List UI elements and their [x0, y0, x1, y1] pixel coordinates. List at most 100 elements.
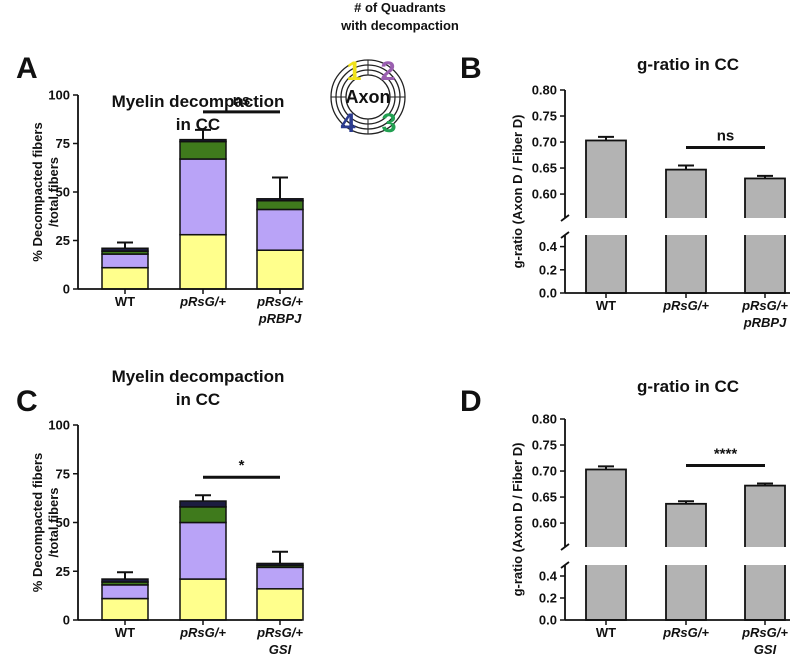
y-tick-label: 100: [48, 88, 70, 103]
y-tick-label: 0.2: [539, 262, 557, 277]
chart-panel: A 0 25 50 75 100 ns: [16, 52, 304, 297]
bar-segment: [256, 198, 304, 202]
bar-segment: [179, 140, 227, 160]
y-tick-label: 0.70: [532, 135, 557, 150]
axis-break-gap: [557, 218, 792, 235]
chart-title: g-ratio in CC: [637, 377, 739, 396]
bar-segment: [179, 506, 227, 524]
panel-letter: B: [460, 52, 482, 85]
y-tick-label: 75: [56, 136, 70, 151]
quadrant-diagram: [330, 59, 406, 135]
significance-label: ****: [714, 446, 738, 463]
error-bar: [117, 571, 133, 580]
error-bar: [272, 176, 288, 199]
x-tick-label: pRsG/+: [662, 298, 709, 313]
bar-segment: [101, 584, 149, 600]
axis-break-gap: [557, 547, 792, 565]
x-tick-label: WT: [596, 625, 616, 640]
y-tick-label: 0.0: [539, 613, 557, 628]
y-tick-label: 0.0: [539, 286, 557, 301]
bar-segment: [256, 249, 304, 290]
key-number: 2: [380, 56, 395, 86]
y-tick-label: 50: [56, 515, 70, 530]
y-axis-label: % Decompacted fibers/total fibers: [30, 453, 61, 592]
error-bar: [598, 465, 614, 470]
y-tick-label: 25: [56, 564, 70, 579]
bar-segment: [179, 500, 227, 508]
bar-segment: [101, 578, 149, 583]
significance-label: ns: [717, 127, 735, 144]
x-tick-label: WT: [115, 294, 135, 309]
chart-title: Myelin decompaction in CC: [112, 367, 285, 409]
bar-segment: [179, 158, 227, 236]
y-tick-label: 0.80: [532, 412, 557, 427]
bar: [744, 177, 786, 294]
y-tick-label: 0: [63, 282, 70, 297]
x-tick-label: WT: [596, 298, 616, 313]
error-bar: [757, 174, 773, 179]
key-number: 4: [340, 108, 355, 138]
panel-letter: A: [16, 52, 38, 85]
significance-label: ns: [233, 92, 251, 109]
y-axis: [560, 419, 570, 620]
y-tick-label: 0.75: [532, 109, 557, 124]
error-bar: [757, 482, 773, 486]
error-bar: [195, 494, 211, 502]
y-tick-label: 0.65: [532, 490, 557, 505]
error-bar: [117, 241, 133, 249]
bar-segment: [256, 562, 304, 567]
y-axis-label: % Decompacted fibers/total fibers: [30, 122, 61, 261]
bar-segment: [179, 233, 227, 290]
panel-letter: C: [16, 385, 38, 418]
y-tick-label: 0.65: [532, 161, 557, 176]
significance-label: *: [239, 457, 245, 474]
chart-title: g-ratio in CC: [637, 55, 739, 74]
chart-title: Myelin decompaction in CC: [112, 92, 285, 134]
x-tick-label: pRsG/+ GSI: [256, 625, 303, 657]
bar-segment: [179, 521, 227, 580]
key-number: 1: [346, 56, 361, 86]
key-title: # of Quadrants with decompaction: [340, 0, 459, 33]
x-tick-label: pRsG/+: [179, 294, 226, 309]
y-tick-label: 0.60: [532, 187, 557, 202]
x-tick-label: pRsG/+ GSI: [741, 625, 788, 657]
error-bar: [678, 164, 694, 170]
bar: [585, 468, 627, 621]
chart-panel: D 0.0 0.2 0.4 0.60 0.65 0.70 0.75 0.80 ****: [460, 385, 792, 628]
y-tick-label: 0: [63, 613, 70, 628]
y-tick-label: 100: [48, 418, 70, 433]
bar-segment: [101, 266, 149, 290]
x-tick-label: pRsG/+ pRBPJ: [741, 298, 788, 330]
y-axis-label: g-ratio (Axon D / Fiber D): [510, 443, 525, 597]
y-axis-label: g-ratio (Axon D / Fiber D): [510, 115, 525, 269]
error-bar: [272, 550, 288, 564]
x-tick-label: pRsG/+: [179, 625, 226, 640]
bar-segment: [256, 588, 304, 621]
error-bar: [195, 128, 211, 140]
x-tick-label: WT: [115, 625, 135, 640]
error-bar: [598, 135, 614, 141]
chart-panel: C 0 25 50 75 100 *: [16, 385, 304, 628]
bar-segment: [101, 597, 149, 621]
bar-segment: [101, 247, 149, 252]
y-tick-label: 50: [56, 185, 70, 200]
key-number: 3: [381, 108, 396, 138]
y-tick-label: 0.70: [532, 464, 557, 479]
panel-letter: D: [460, 385, 482, 418]
bar-segment: [101, 253, 149, 269]
y-tick-label: 0.75: [532, 438, 557, 453]
y-axis: [560, 90, 570, 293]
bar-segment: [179, 578, 227, 621]
y-tick-label: 0.2: [539, 591, 557, 606]
bar: [585, 139, 627, 294]
y-tick-label: 0.4: [539, 569, 558, 584]
key-center: Axon: [346, 87, 391, 107]
y-tick-label: 25: [56, 233, 70, 248]
bar-segment: [179, 138, 227, 143]
x-tick-label: pRsG/+: [662, 625, 709, 640]
x-tick-label: pRsG/+ pRBPJ: [256, 294, 303, 326]
bar-segment: [256, 208, 304, 251]
y-tick-label: 0.4: [539, 239, 558, 254]
chart-panel: B 0.0 0.2 0.4 0.60 0.65 0.70 0.75 0.80 ns: [460, 52, 792, 301]
